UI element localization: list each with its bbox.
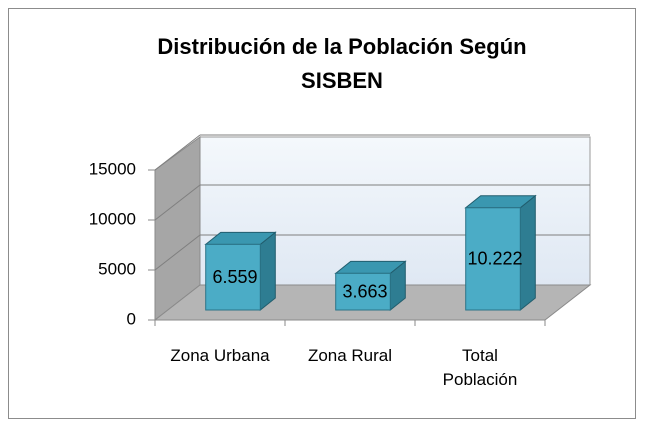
y-tick-label: 15000 [89, 159, 136, 178]
chart-title: Distribución de la Población Según SISBE… [157, 34, 527, 93]
value-label: 3.663 [342, 281, 387, 301]
y-tick-label: 10000 [89, 209, 136, 228]
x-tick-label: Total Población [442, 346, 518, 389]
grid-line [154, 184, 201, 221]
y-tick-label: 0 [127, 309, 136, 328]
grid-line [154, 234, 201, 271]
chart-frame [8, 8, 636, 419]
grid-line [154, 134, 201, 171]
bar [335, 272, 391, 311]
y-tick-label: 5000 [98, 259, 136, 278]
bar-side [519, 194, 536, 312]
bar [205, 243, 261, 311]
value-label: 10.222 [467, 249, 522, 269]
x-tick-label: Zona Urbana [170, 346, 270, 365]
x-tick-label: Zona Rural [307, 346, 393, 365]
bar [465, 207, 521, 311]
bar-side [259, 231, 276, 312]
value-label: 6.559 [212, 267, 257, 287]
